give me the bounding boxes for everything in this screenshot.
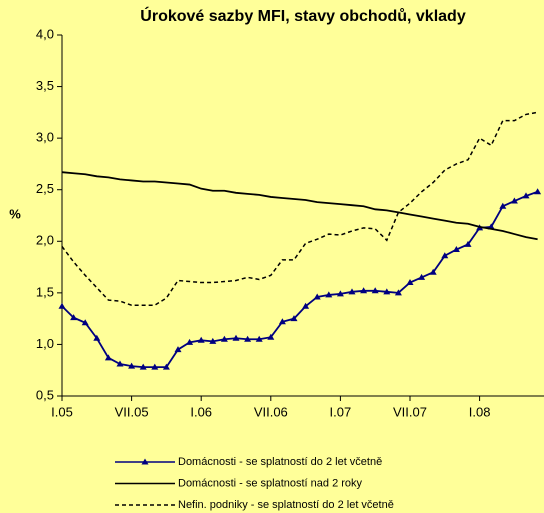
x-tick-label: I.07 <box>330 404 352 419</box>
marker <box>441 252 449 259</box>
marker <box>139 363 147 370</box>
marker <box>325 291 333 298</box>
marker <box>278 318 286 325</box>
y-axis-label: % <box>9 206 21 221</box>
x-tick-label: VII.06 <box>254 404 288 419</box>
marker <box>313 293 321 300</box>
marker <box>220 335 228 342</box>
y-tick-label: 1,5 <box>36 284 54 299</box>
marker <box>151 363 159 370</box>
y-tick-label: 2,0 <box>36 233 54 248</box>
x-tick-label: VII.07 <box>393 404 427 419</box>
y-tick-label: 3,0 <box>36 130 54 145</box>
marker <box>116 360 124 367</box>
plot-area <box>62 35 544 396</box>
x-tick-label: VII.05 <box>115 404 149 419</box>
marker <box>58 302 66 309</box>
chart-title: Úrokové sazby MFI, stavy obchodů, vklady <box>140 6 466 25</box>
series-line <box>61 171 538 241</box>
legend-marker <box>141 458 149 465</box>
marker <box>267 333 275 340</box>
marker <box>290 315 298 322</box>
marker <box>348 288 356 295</box>
x-tick-label: I.06 <box>190 404 212 419</box>
marker <box>128 362 136 369</box>
marker <box>104 354 112 361</box>
marker <box>522 192 530 199</box>
marker <box>534 188 542 195</box>
marker <box>336 290 344 297</box>
series-line <box>61 111 538 306</box>
marker <box>418 273 426 280</box>
marker <box>244 335 252 342</box>
marker <box>174 346 182 353</box>
marker <box>429 268 437 275</box>
marker <box>209 337 217 344</box>
legend-label: Domácnosti - se splatností do 2 let včet… <box>178 456 382 468</box>
marker <box>302 302 310 309</box>
legend-label: Nefin. podniky - se splatností do 2 let … <box>178 499 394 511</box>
marker <box>162 363 170 370</box>
marker <box>406 279 414 286</box>
legend-label: Domácnosti - se splatností nad 2 roky <box>178 477 363 489</box>
x-tick-label: I.05 <box>51 404 73 419</box>
y-tick-label: 0,5 <box>36 387 54 402</box>
x-tick-label: I.08 <box>469 404 491 419</box>
marker <box>232 334 240 341</box>
y-tick-label: 1,0 <box>36 336 54 351</box>
marker <box>464 240 472 247</box>
y-tick-label: 4,0 <box>36 26 54 41</box>
marker <box>360 287 368 294</box>
y-tick-label: 3,5 <box>36 78 54 93</box>
marker <box>255 335 263 342</box>
marker <box>81 319 89 326</box>
y-tick-label: 2,5 <box>36 181 54 196</box>
marker <box>93 334 101 341</box>
marker <box>70 314 78 321</box>
marker <box>383 288 391 295</box>
marker <box>510 197 518 204</box>
marker <box>186 338 194 345</box>
marker <box>394 289 402 296</box>
marker <box>371 287 379 294</box>
marker <box>499 202 507 209</box>
marker <box>197 336 205 343</box>
marker <box>452 246 460 253</box>
